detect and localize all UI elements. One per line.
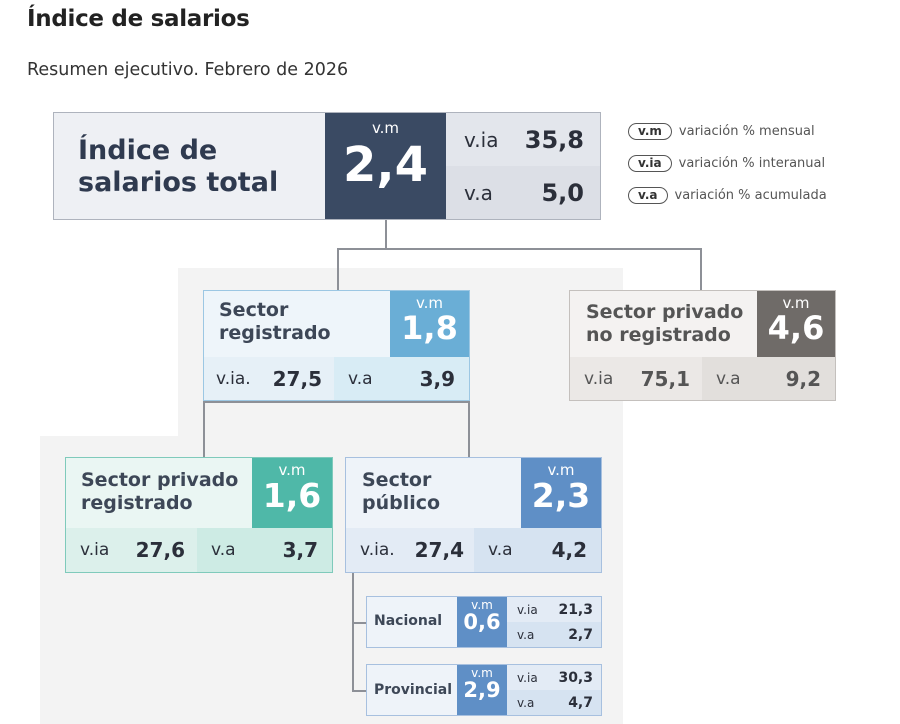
- publico-vm: v.m 2,3: [521, 458, 601, 528]
- no-registrado-via: v.ia 75,1: [570, 357, 702, 400]
- provincial-box: Provincial v.m 2,9 v.ia 30,3 v.a 4,7: [366, 664, 602, 716]
- legend-via: v.ia variación % interanual: [628, 155, 825, 172]
- registrado-box: Sector registrado v.m 1,8 v.ia. 27,5 v.a…: [203, 290, 470, 401]
- total-via: v.ia 35,8: [446, 113, 600, 166]
- total-name: Índice de salarios total: [78, 135, 279, 199]
- no-registrado-va: v.a 9,2: [702, 357, 835, 400]
- nacional-va: v.a 2,7: [507, 622, 601, 647]
- registrado-name: Sector registrado: [219, 299, 331, 344]
- publico-name: Sector público: [362, 469, 441, 514]
- provincial-va: v.a 4,7: [507, 690, 601, 715]
- registrado-va: v.a 3,9: [334, 357, 469, 400]
- connector: [352, 573, 354, 691]
- total-va: v.a 5,0: [446, 166, 600, 219]
- no-registrado-box: Sector privado no registrado v.m 4,6 v.i…: [569, 290, 836, 401]
- connector: [337, 248, 701, 250]
- total-box: Índice de salarios total v.m 2,4 v.ia 35…: [53, 112, 601, 220]
- connector: [337, 248, 339, 290]
- no-registrado-name: Sector privado no registrado: [586, 301, 744, 346]
- registrado-via: v.ia. 27,5: [204, 357, 334, 400]
- privado-registrado-va: v.a 3,7: [197, 528, 332, 572]
- connector: [700, 248, 702, 290]
- legend-va: v.a variación % acumulada: [628, 187, 827, 204]
- connector: [203, 401, 205, 458]
- page-title: Índice de salarios: [27, 6, 250, 32]
- registrado-vm: v.m 1,8: [390, 291, 469, 357]
- nacional-vm: v.m 0,6: [457, 597, 507, 647]
- connector: [468, 401, 470, 458]
- publico-box: Sector público v.m 2,3 v.ia. 27,4 v.a 4,…: [345, 457, 602, 573]
- privado-registrado-vm: v.m 1,6: [252, 458, 332, 528]
- page-subtitle: Resumen ejecutivo. Febrero de 2026: [27, 60, 349, 80]
- no-registrado-vm: v.m 4,6: [757, 291, 835, 357]
- nacional-name: Nacional: [374, 613, 443, 629]
- total-vm: v.m 2,4: [325, 113, 446, 219]
- connector: [352, 622, 366, 624]
- nacional-box: Nacional v.m 0,6 v.ia 21,3 v.a 2,7: [366, 596, 602, 648]
- privado-registrado-box: Sector privado registrado v.m 1,6 v.ia 2…: [65, 457, 333, 573]
- nacional-via: v.ia 21,3: [507, 597, 601, 622]
- legend-vm: v.m variación % mensual: [628, 123, 815, 140]
- publico-via: v.ia. 27,4: [346, 528, 474, 572]
- privado-registrado-name: Sector privado registrado: [81, 469, 239, 514]
- provincial-name: Provincial: [374, 682, 453, 698]
- connector: [385, 220, 387, 248]
- connector: [203, 401, 469, 403]
- provincial-vm: v.m 2,9: [457, 665, 507, 715]
- provincial-via: v.ia 30,3: [507, 665, 601, 690]
- publico-va: v.a 4,2: [474, 528, 601, 572]
- privado-registrado-via: v.ia 27,6: [66, 528, 197, 572]
- connector: [352, 690, 366, 692]
